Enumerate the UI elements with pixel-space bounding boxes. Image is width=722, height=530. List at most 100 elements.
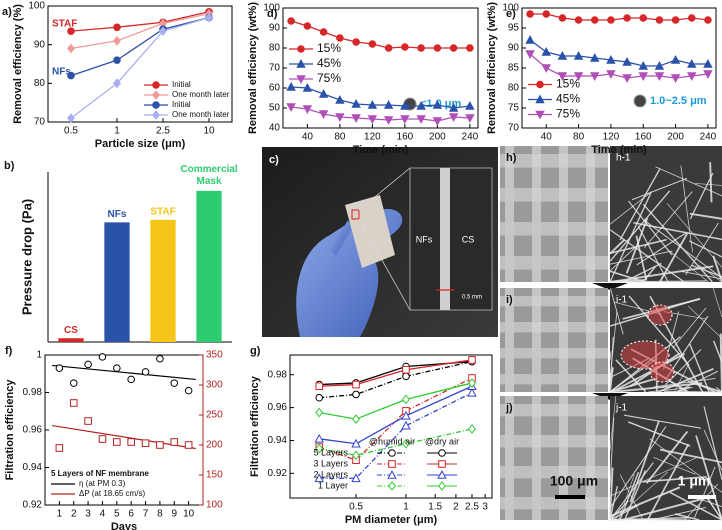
x-tick-label: 0.5	[349, 502, 363, 513]
marker	[590, 16, 599, 24]
legend-title: 5 Layers of NF membrane	[51, 469, 149, 478]
fiber	[681, 270, 722, 280]
highlight	[620, 340, 670, 370]
fiber	[609, 192, 652, 283]
photo-panel: c) NFs CS 0.5 mm	[262, 147, 498, 337]
chart: b) Pressure drop (Pa) CS NFs STAF Commercial M…	[4, 160, 238, 343]
photo-label: CS	[462, 234, 475, 244]
category-label: Commercial Mask	[180, 164, 237, 187]
series-line	[530, 13, 708, 21]
y-tick-label: 0.96	[268, 402, 288, 413]
y-tick-label: 0.92	[23, 500, 43, 511]
fiber	[685, 222, 719, 275]
y-tick-label: 0.98	[268, 369, 288, 380]
y2-tick-label: 200	[206, 440, 223, 451]
y-tick-label: 90	[508, 43, 520, 54]
x-tick-label: 40	[541, 132, 553, 143]
scale-bar	[555, 495, 585, 499]
x-tick-label: 2.5	[465, 502, 479, 513]
fiber	[653, 378, 716, 388]
x-tick-label: 2	[71, 509, 77, 520]
fiber	[674, 513, 700, 521]
x-axis-label: Days	[111, 521, 137, 530]
fiber	[648, 386, 693, 393]
legend-label: 75%	[317, 71, 341, 85]
marker	[127, 375, 135, 384]
chart: d) 40 50 60 70 80 90 100 40 80 120 160 200 240 Time (m…	[247, 2, 479, 156]
y-tick-label: 80	[34, 78, 46, 89]
marker	[286, 103, 296, 112]
fiber	[659, 448, 722, 464]
mesh-weave	[532, 146, 541, 282]
panel-label: b)	[4, 160, 15, 172]
mesh-weave	[500, 466, 608, 479]
y-tick-label: 0.94	[268, 435, 288, 446]
marker	[335, 113, 345, 122]
x-tick-label: 80	[334, 132, 346, 143]
marker	[541, 64, 551, 73]
marker	[465, 114, 475, 123]
fiber	[669, 491, 722, 521]
mesh-weave	[505, 288, 514, 392]
x-tick-label: 1	[57, 509, 63, 520]
x-tick-label: 4	[100, 509, 106, 520]
fiber	[693, 466, 716, 519]
fiber	[619, 168, 661, 241]
zoom-inset	[409, 167, 493, 311]
mesh-weave	[532, 396, 541, 520]
inset-label: h-1	[616, 153, 631, 164]
fiber	[611, 456, 699, 496]
fiber	[703, 429, 722, 471]
mesh-weave	[500, 404, 608, 417]
marker	[670, 55, 681, 64]
series-line	[319, 360, 473, 399]
y-tick-label: 100	[263, 3, 280, 14]
series-line	[529, 53, 708, 79]
marker	[303, 22, 312, 30]
fiber	[609, 238, 626, 255]
y-tick-label: 0.96	[23, 425, 43, 436]
mesh-weave	[505, 146, 514, 282]
marker	[401, 420, 411, 430]
x-tick-label: 1	[114, 126, 120, 137]
legend-label: 1 Layer	[318, 480, 348, 490]
legend-label: 75%	[556, 107, 580, 121]
marker	[98, 435, 107, 443]
fiber	[622, 496, 708, 521]
marker	[536, 80, 544, 89]
y-tick-label: 90	[269, 23, 281, 34]
y-tick-label: 0.94	[23, 462, 43, 473]
marker	[159, 26, 167, 37]
legend-header: @dry air	[425, 436, 459, 446]
fiber	[712, 288, 722, 318]
series-line	[319, 359, 473, 387]
marker	[152, 90, 160, 100]
panel-label: e)	[506, 8, 516, 20]
y-tick-label: 95	[508, 23, 520, 34]
marker	[558, 14, 567, 22]
plot-frame	[289, 354, 493, 499]
marker	[127, 438, 135, 446]
y-tick-label: 85	[508, 63, 520, 74]
marker	[557, 72, 568, 81]
x-tick-label: 3	[85, 509, 91, 520]
series-line	[70, 16, 210, 77]
marker	[687, 59, 697, 68]
series-line	[319, 360, 473, 386]
mesh-weave	[586, 146, 595, 282]
y-tick-label: 50	[269, 103, 281, 114]
fiber	[643, 219, 722, 279]
mesh-weave	[500, 322, 608, 333]
highlight	[647, 304, 673, 326]
marker	[184, 386, 193, 395]
marker	[352, 450, 360, 461]
marker	[84, 360, 92, 369]
scale-label: 1 μm	[678, 473, 711, 489]
mesh-weave	[586, 396, 595, 520]
x-tick-label: 9	[171, 509, 177, 520]
marker	[156, 441, 164, 449]
marker	[606, 70, 616, 79]
marker	[352, 414, 360, 425]
marker	[654, 61, 665, 70]
